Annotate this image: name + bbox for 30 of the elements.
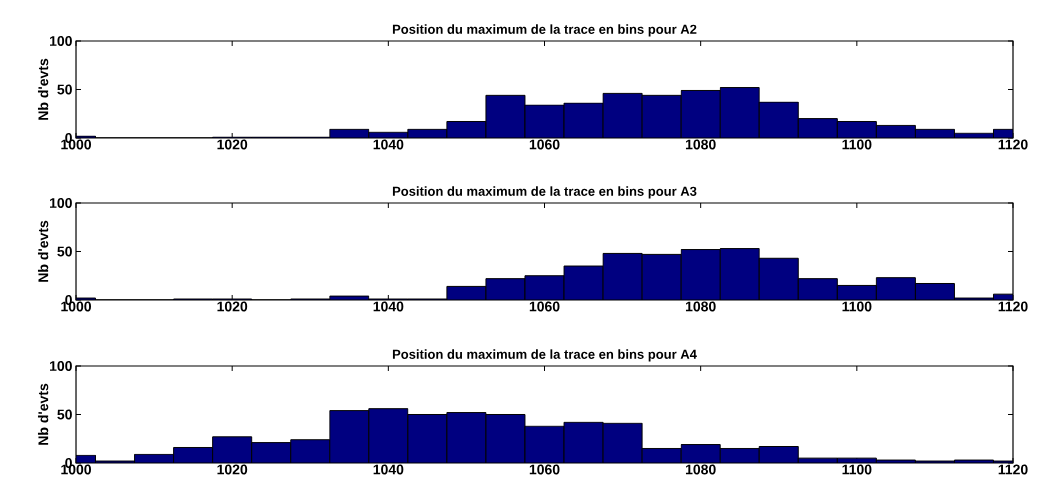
x-tick-label: 1120 — [998, 139, 1028, 150]
x-tick-label: 1020 — [217, 464, 248, 475]
y-tick-label: 50 — [57, 246, 72, 257]
x-tick-label: 1080 — [685, 464, 716, 475]
x-tick-label: 1040 — [373, 139, 404, 150]
x-tick-label: 1080 — [685, 301, 716, 312]
y-tick-label: 50 — [57, 409, 72, 420]
y-axis-title: Nb d'evts — [37, 58, 49, 120]
x-tick-label: 1120 — [998, 301, 1028, 312]
x-tick-label: 1040 — [373, 301, 404, 312]
x-tick-label: 1100 — [842, 301, 872, 312]
y-tick-label: 100 — [50, 198, 72, 208]
x-tick-label: 1060 — [529, 464, 560, 475]
y-tick-label: 100 — [50, 36, 72, 46]
chart-title: Position du maximum de la trace en bins pour A2 — [392, 24, 697, 37]
y-tick-label: 50 — [57, 84, 72, 95]
x-tick-label: 1080 — [685, 139, 716, 150]
x-tick-label: 1060 — [529, 301, 560, 312]
x-tick-label: 1100 — [842, 464, 872, 475]
y-tick-label: 100 — [50, 361, 72, 371]
y-axis-title: Nb d'evts — [37, 383, 49, 445]
y-axis-title: Nb d'evts — [37, 220, 49, 282]
x-tick-label: 1060 — [529, 139, 560, 150]
x-tick-label: 1120 — [998, 464, 1028, 475]
x-tick-label: 1020 — [217, 139, 248, 150]
x-tick-label: 1020 — [217, 301, 248, 312]
x-tick-label: 1100 — [842, 139, 872, 150]
x-tick-label: 1040 — [373, 464, 404, 475]
chart-title: Position du maximum de la trace en bins pour A4 — [392, 349, 697, 362]
chart-title: Position du maximum de la trace en bins pour A3 — [392, 186, 697, 199]
